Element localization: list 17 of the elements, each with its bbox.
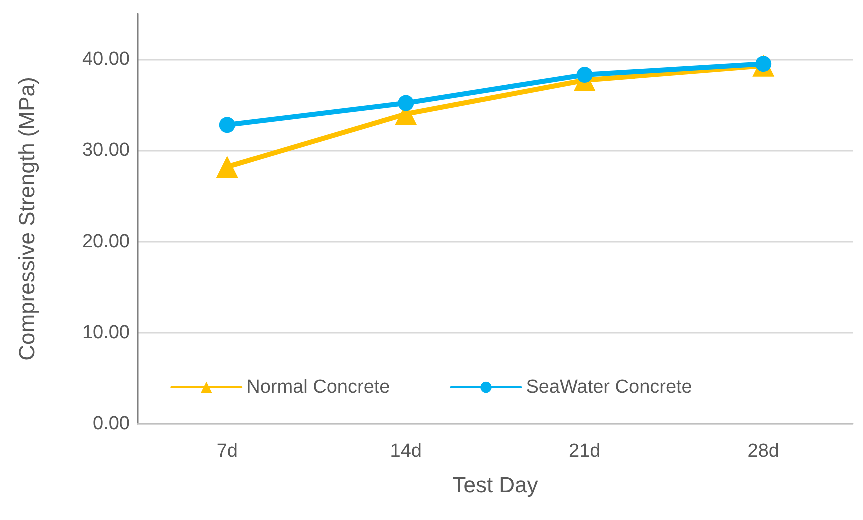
x-axis-title: Test Day — [452, 472, 538, 498]
x-tick-label: 14d — [390, 441, 422, 462]
x-tick-label: 28d — [748, 441, 780, 462]
point — [398, 95, 414, 112]
y-tick-label: 40.00 — [82, 49, 130, 70]
point — [219, 117, 236, 134]
point — [576, 67, 593, 84]
y-tick-label: 30.00 — [82, 140, 130, 162]
point — [216, 156, 238, 178]
y-axis-title: Compressive Strength (MPa) — [14, 77, 40, 361]
y-tick-label: 20.00 — [82, 231, 130, 252]
x-tick-label: 7d — [216, 441, 238, 462]
legend-label: SeaWater Concrete — [526, 377, 692, 398]
x-tick-label: 21d — [569, 441, 601, 462]
y-tick-label: 10.00 — [82, 322, 130, 344]
y-tick-label: 0.00 — [93, 414, 130, 434]
legend-label: Normal Concrete — [246, 377, 390, 398]
